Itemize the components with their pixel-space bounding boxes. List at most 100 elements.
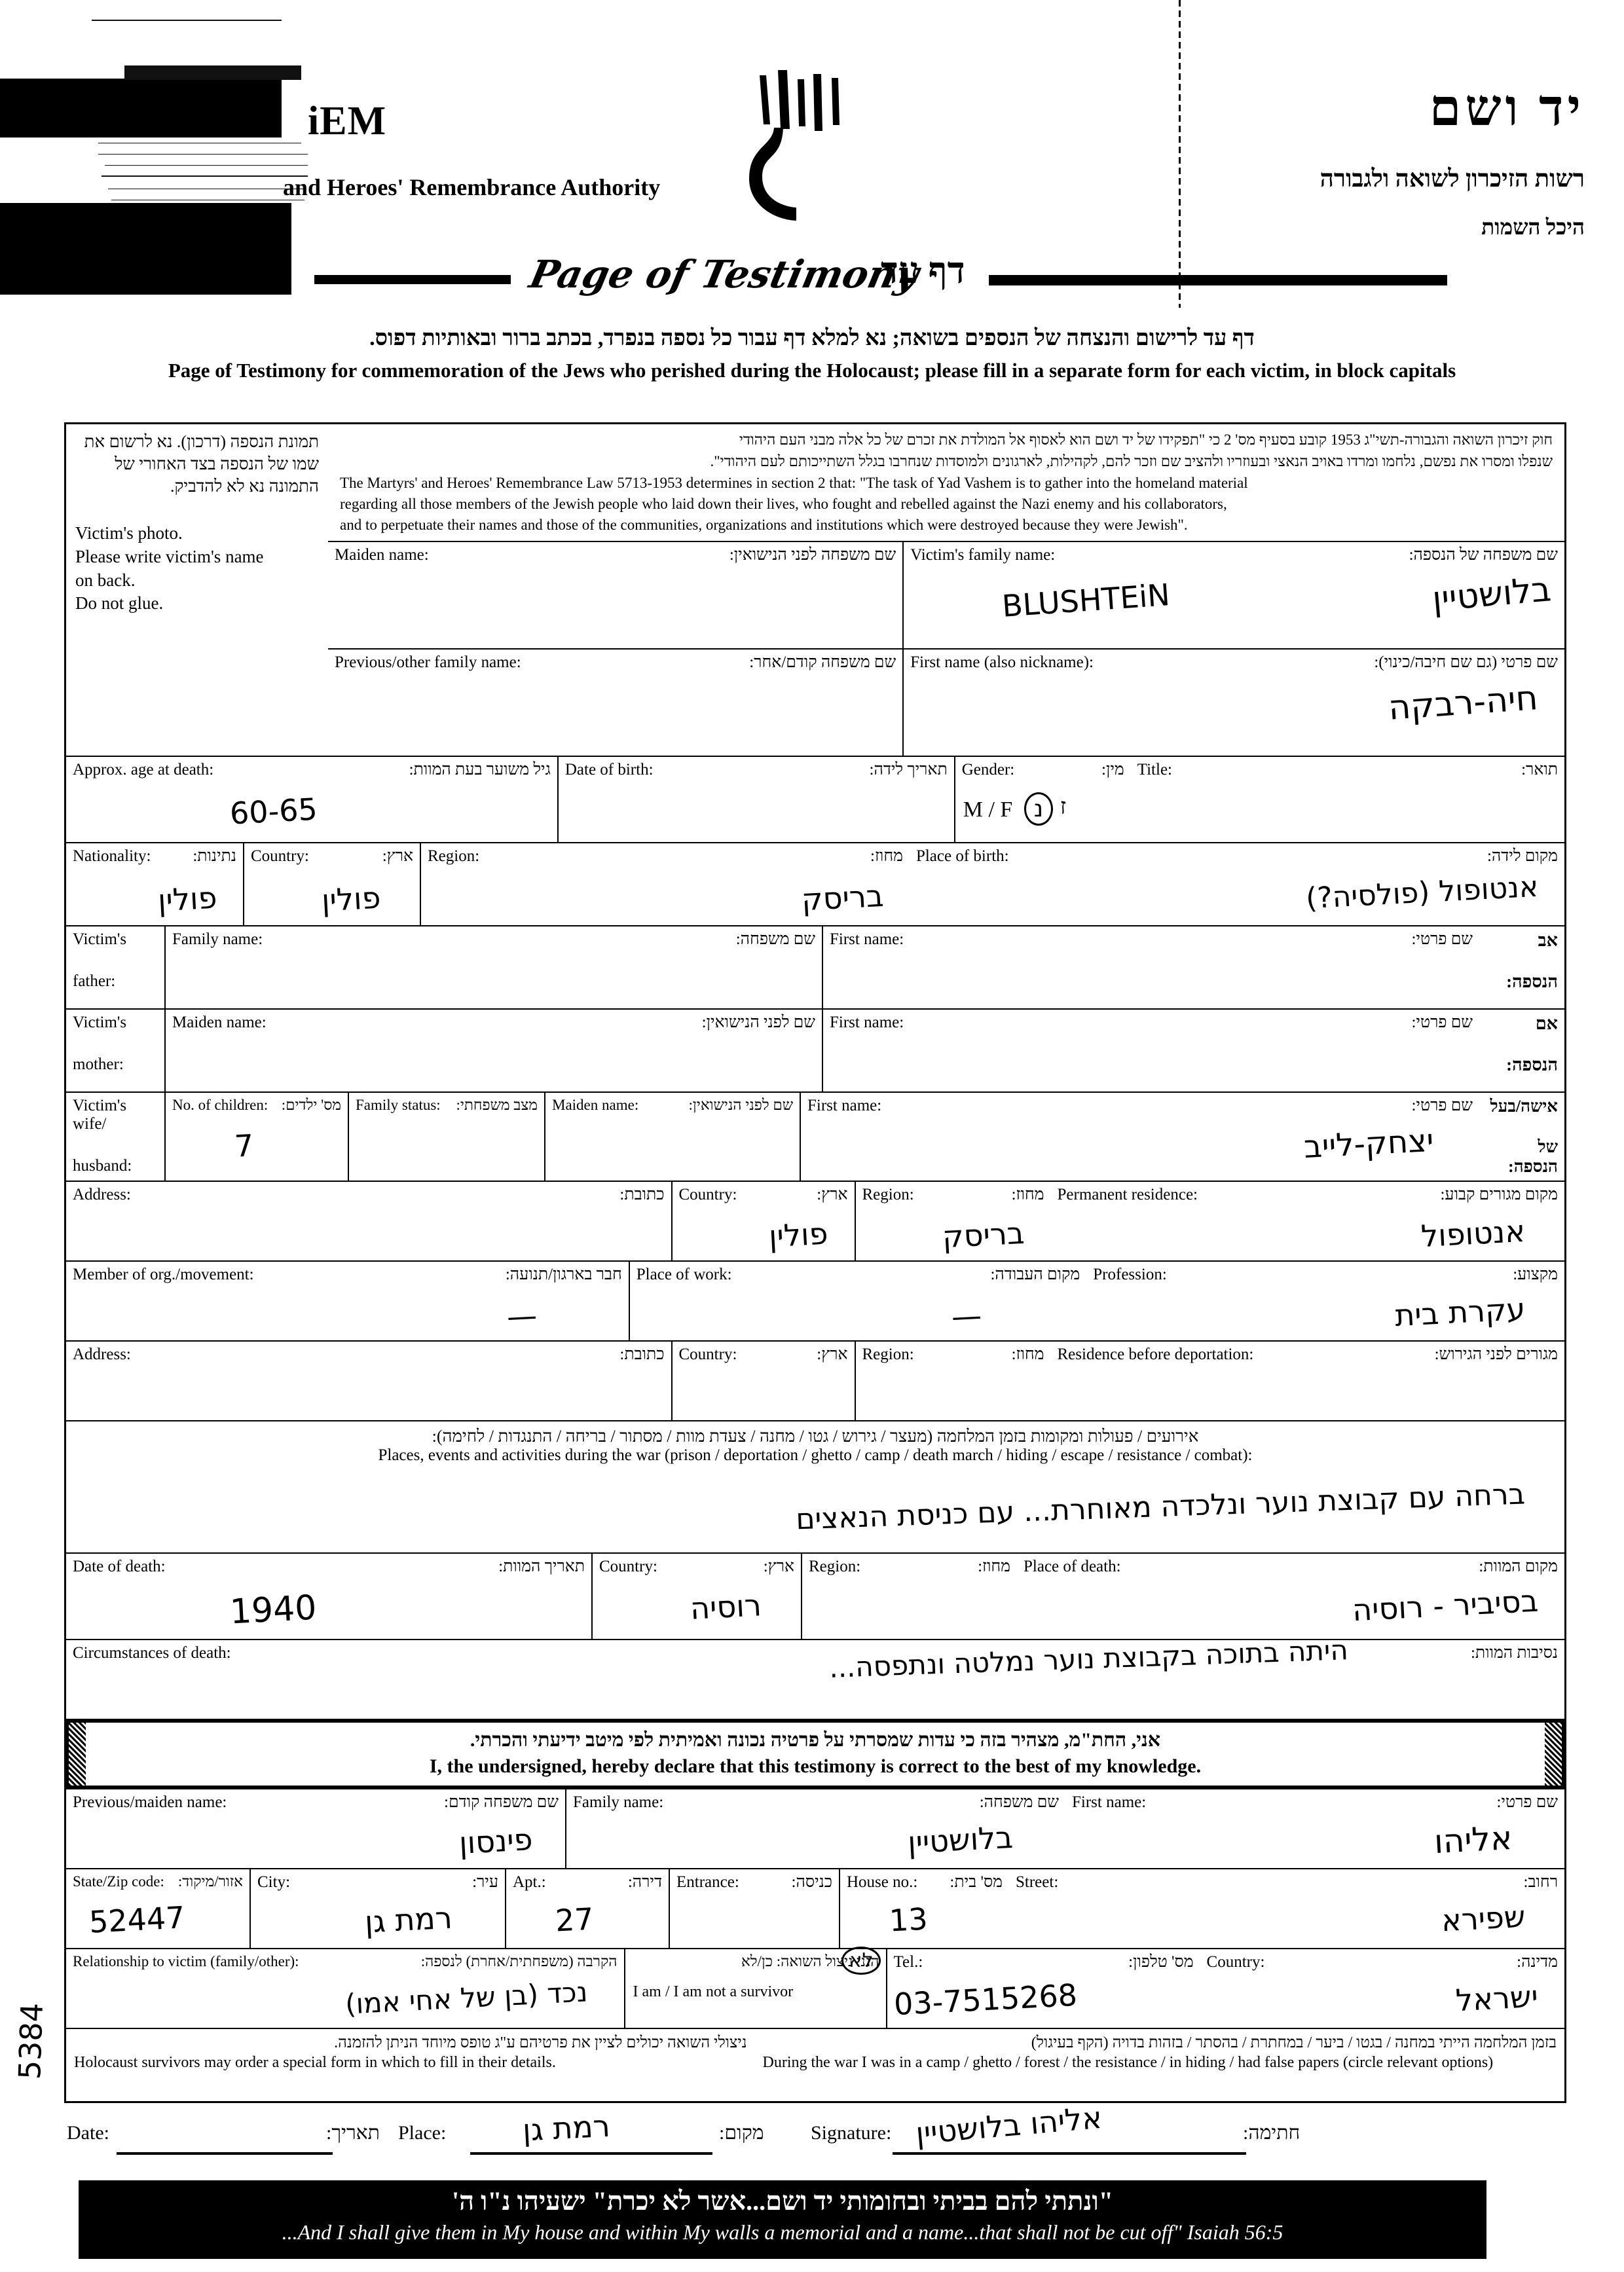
form-row-submitter-names: Previous/maiden name: שם משפחה קודם: פינ… [66, 1789, 1564, 1869]
first-name-nickname-label-en: First name (also nickname): [910, 653, 1094, 671]
victims-family-name-latin-value[interactable]: BLUSHTEiN [1001, 576, 1172, 624]
scan-artifact-line6 [101, 175, 308, 177]
photo-instruction-en2: Please write victim's name [75, 547, 264, 567]
birth-country-value[interactable]: פולין [320, 879, 382, 918]
member-of-org-value[interactable]: — [506, 1297, 538, 1334]
residence-country-value[interactable]: פולין [767, 1215, 829, 1254]
footer-verse-hebrew: "ונתתי להם בביתי ובחומותי יד ושם...אשר ל… [452, 2186, 1113, 2216]
place-of-death-value[interactable]: בסיביר - רוסיה [1351, 1583, 1540, 1628]
war-status-note-cell: בזמן המלחמה הייתי במחנה / בגטו / ביער / … [755, 2029, 1564, 2101]
deport-region-cell: Region: מחוז: [854, 1341, 1051, 1420]
signature-value[interactable]: אליהו בלושטיין [914, 2099, 1103, 2152]
nationality-label-en: Nationality: [73, 847, 151, 865]
previous-family-name-label-he: שם משפחה קודם/אחר: [749, 653, 896, 671]
permanent-residence-cell: Permanent residence: מקום מגורים קבוע: א… [1051, 1182, 1565, 1260]
approx-age-value[interactable]: 60-65 [229, 791, 318, 832]
date-signature-line[interactable] [117, 2152, 333, 2155]
residence-region-value[interactable]: בריסק [941, 1215, 1025, 1255]
photo-instruction-box: תמונת הנספה (דרכון). נא לרשום את שמו של … [66, 424, 328, 756]
no-of-children-value[interactable]: 7 [233, 1127, 255, 1164]
form-row-declaration: אני, החת"מ, מצהיר בזה כי עדות שמסרתי על … [66, 1719, 1564, 1789]
survivors-form-note-en: Holocaust survivors may order a special … [74, 2053, 556, 2071]
form-row-age-dob-gender: Approx. age at death: גיל משוער בעת המוו… [66, 756, 1564, 843]
state-zip-value[interactable]: 52447 [88, 1899, 186, 1940]
residence-region-label-en: Region: [862, 1185, 914, 1203]
relationship-value[interactable]: נכד (בן של אחי אמו) [344, 1975, 589, 2021]
survivor-circled-value[interactable]: לא [841, 1946, 881, 1975]
member-of-org-label-he: חבר בארגון/תנועה: [505, 1265, 622, 1283]
victims-father-label-he2: הנספה: [1506, 971, 1558, 991]
date-of-death-value[interactable]: 1940 [229, 1588, 318, 1632]
state-zip-label-en: State/Zip code: [73, 1873, 164, 1890]
circumstances-value[interactable]: היתה בתוכה בקבוצת נוער נמלטה ונתפסה... [828, 1633, 1349, 1684]
profession-value[interactable]: עקרת בית [1393, 1291, 1526, 1333]
form-row-birth-origin: Nationality: נתינות: פולין Country: ארץ:… [66, 843, 1564, 926]
apt-value[interactable]: 27 [554, 1901, 595, 1939]
mother-maiden-name-label-he: שם לפני הנישואין: [701, 1013, 815, 1031]
gender-circled-value[interactable]: נ [1024, 792, 1054, 826]
signature-line[interactable] [893, 2152, 1246, 2155]
place-signature-line[interactable] [470, 2152, 712, 2155]
gender-options-mf[interactable]: M / F [963, 797, 1013, 822]
spouse-first-name-value[interactable]: יצחק-לייב [1302, 1122, 1435, 1165]
house-no-value[interactable]: 13 [888, 1901, 929, 1939]
spouse-maiden-name-label-he: שם לפני הנישואין: [688, 1096, 793, 1113]
father-family-name-label-en: Family name: [172, 930, 263, 948]
residence-address-cell: Address: כתובת: [66, 1182, 671, 1260]
form-row-spouse: Victim's wife/ husband: No. of children:… [66, 1092, 1564, 1182]
victims-mother-label-en1: Victim's [73, 1013, 127, 1031]
submitter-prev-maiden-value[interactable]: פינסון [458, 1821, 534, 1861]
place-of-work-value[interactable]: — [950, 1297, 983, 1334]
birth-region-label-en: Region: [428, 847, 480, 865]
family-status-label-en: Family status: [356, 1096, 441, 1113]
place-value[interactable]: רמת גן [521, 2108, 611, 2148]
law-hebrew-line2: שנפלו ומסרו את נפשם, נלחמו ומרדו באויב ה… [710, 452, 1553, 469]
city-label-he: עיר: [472, 1873, 498, 1891]
submitter-prev-maiden-label-he: שם משפחה קודם: [444, 1793, 559, 1811]
street-value[interactable]: שפירא [1440, 1898, 1526, 1938]
death-region-label-he: מחוז: [978, 1557, 1010, 1575]
survivor-cell: הנני ניצול השואה: כן/לא I am / I am not … [623, 1946, 886, 2028]
residence-region-cell: Region: מחוז: בריסק [854, 1181, 1051, 1260]
place-label-he: מקום: [719, 2122, 764, 2144]
profession-label-en: Profession: [1093, 1265, 1167, 1283]
mother-first-name-label-en: First name: [830, 1013, 904, 1031]
place-of-birth-value[interactable]: אנטופול (פולסיה?) [1304, 870, 1540, 915]
victims-father-label-he1: אב [1538, 930, 1558, 950]
victims-family-name-hebrew-value[interactable]: בלושטיין [1430, 569, 1553, 619]
relationship-label-he: הקרבה (משפחתית/אחרת) לנספה: [420, 1952, 618, 1970]
photo-instruction-hebrew: תמונת הנספה (דרכון). נא לרשום את שמו של … [84, 432, 319, 496]
gender-options-hebrew[interactable]: ז [1060, 794, 1067, 819]
war-events-value[interactable]: ברחה עם קבוצת נוער ונלכדה מאוחרת... עם כ… [795, 1477, 1526, 1537]
birth-region-value[interactable]: בריסק [800, 877, 885, 917]
victims-father-label-cell-he: אב הנספה: [1479, 926, 1564, 1008]
victims-wife-label-en2: husband: [73, 1156, 132, 1175]
submitter-country-value[interactable]: ישראל [1454, 1978, 1540, 2018]
apt-label-en: Apt.: [513, 1873, 546, 1891]
submitter-first-name-value[interactable]: אליהו [1433, 1818, 1513, 1861]
tel-value[interactable]: 03-7515268 [893, 1977, 1078, 2022]
nationality-value[interactable]: פולין [157, 879, 218, 918]
residence-before-deportation-label-en: Residence before deportation: [1057, 1345, 1254, 1363]
deport-country-label-he: ארץ: [817, 1345, 848, 1363]
form-row-death: Date of death: תאריך המוות: 1940 Country… [66, 1553, 1564, 1640]
apt-label-he: דירה: [627, 1873, 662, 1891]
submitter-family-name-value[interactable]: בלושטיין [906, 1819, 1014, 1860]
father-first-name-label-en: First name: [830, 930, 904, 948]
residence-country-label-en: Country: [678, 1185, 737, 1203]
birth-region-label-he: מחוז: [870, 847, 903, 865]
residence-address-label-he: כתובת: [619, 1185, 665, 1203]
family-status-label-he: מצב משפחתי: [456, 1096, 538, 1113]
first-name-value[interactable]: חיה-רבקה [1387, 678, 1540, 728]
hall-of-names-hebrew: היכל השמות [1481, 216, 1585, 240]
place-of-death-label-en: Place of death: [1024, 1557, 1121, 1575]
city-value[interactable]: רמת גן [364, 1899, 454, 1940]
survivor-label-en: I am / I am not a survivor [633, 1983, 794, 2000]
victims-family-name-label-en: Victim's family name: [910, 545, 1056, 564]
death-country-value[interactable]: רוסיה [689, 1586, 763, 1626]
form-row-legal: תמונת הנספה (דרכון). נא לרשום את שמו של … [66, 424, 1564, 757]
deport-region-label-en: Region: [862, 1345, 914, 1363]
permanent-residence-value[interactable]: אנטופול [1420, 1213, 1526, 1254]
city-label-en: City: [257, 1873, 291, 1891]
